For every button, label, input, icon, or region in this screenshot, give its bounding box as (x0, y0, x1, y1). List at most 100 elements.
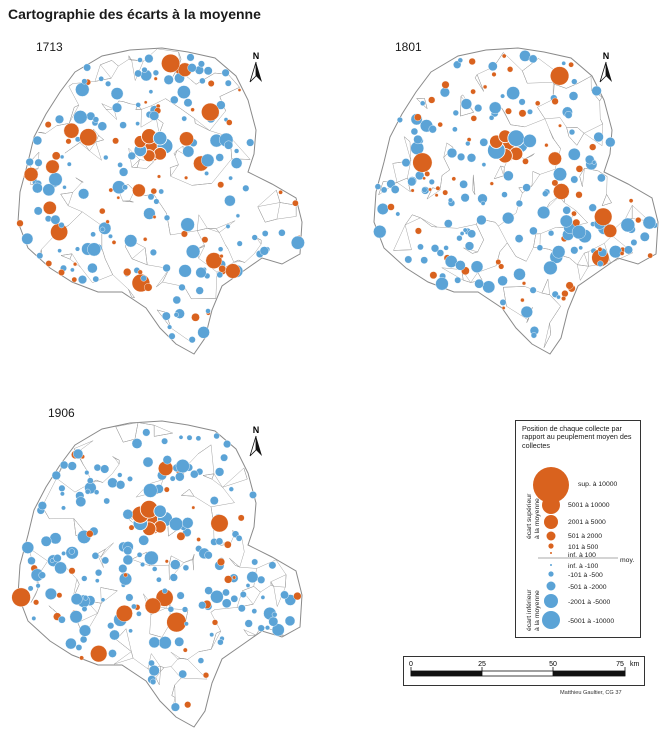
commune-boundary (131, 651, 134, 659)
commune-boundary (32, 151, 40, 160)
commune-circle (142, 456, 154, 468)
commune-circle (190, 107, 195, 112)
commune-circle (87, 242, 102, 257)
commune-circle (141, 66, 148, 73)
commune-circle (148, 89, 154, 95)
commune-circle (470, 115, 478, 122)
commune-circle (235, 535, 243, 542)
commune-boundary (378, 181, 384, 196)
commune-circle (57, 248, 62, 253)
commune-boundary (73, 518, 77, 536)
commune-circle (495, 259, 502, 265)
commune-boundary (198, 214, 208, 229)
scale-bar-graphic: 0 25 50 75 km (409, 661, 640, 677)
commune-boundary (174, 150, 178, 156)
commune-boundary (105, 542, 114, 550)
choropleth-map-1713 (16, 47, 305, 355)
commune-circle (118, 564, 128, 574)
commune-circle (153, 147, 167, 161)
commune-circle (179, 131, 194, 147)
commune-circle (500, 93, 506, 99)
commune-circle (150, 187, 158, 195)
commune-circle (591, 85, 602, 97)
commune-boundary (211, 473, 215, 480)
commune-circle (290, 235, 305, 250)
commune-boundary (128, 289, 135, 298)
commune-boundary (191, 183, 212, 186)
commune-boundary (273, 586, 286, 588)
legend-class-label: -501 à -2000 (568, 584, 607, 591)
commune-circle (107, 622, 115, 630)
commune-boundary (228, 249, 235, 263)
commune-circle (53, 554, 62, 563)
commune-circle (571, 225, 587, 240)
commune-boundary (112, 456, 120, 461)
commune-circle (529, 226, 538, 236)
commune-boundary (564, 202, 576, 211)
commune-boundary (233, 261, 242, 263)
commune-boundary (202, 473, 215, 476)
commune-circle (123, 572, 128, 578)
commune-boundary (197, 228, 208, 231)
commune-boundary (420, 217, 432, 227)
commune-circle (513, 268, 526, 281)
commune-circle (54, 561, 67, 575)
commune-boundary (392, 163, 398, 183)
commune-boundary (69, 105, 79, 124)
commune-circle (73, 110, 88, 125)
commune-boundary (549, 306, 561, 324)
commune-circle (152, 130, 168, 146)
commune-circle (488, 61, 498, 72)
commune-boundary (215, 272, 218, 299)
commune-boundary (584, 251, 589, 254)
commune-boundary (235, 565, 240, 568)
commune-circle (428, 96, 436, 104)
commune-circle (105, 219, 110, 224)
commune-boundary (498, 225, 508, 244)
commune-circle (45, 159, 60, 174)
commune-boundary (606, 194, 612, 203)
commune-circle (87, 477, 94, 484)
commune-circle (237, 604, 246, 613)
commune-circle (561, 290, 569, 298)
commune-boundary (577, 127, 585, 134)
commune-circle (459, 179, 468, 189)
scale-tick-label: 0 (409, 661, 413, 668)
scale-tick-label: 25 (478, 661, 486, 668)
commune-boundary (276, 190, 281, 203)
commune-circle (161, 587, 168, 594)
commune-boundary (209, 110, 226, 131)
commune-circle (167, 606, 175, 613)
commune-circle (464, 241, 475, 251)
commune-circle (474, 104, 483, 113)
commune-boundary (115, 422, 139, 427)
commune-circle (497, 275, 508, 287)
commune-boundary (598, 170, 608, 177)
commune-circle (137, 57, 143, 63)
commune-boundary (56, 478, 76, 493)
commune-boundary (194, 118, 196, 124)
commune-boundary (160, 667, 165, 672)
commune-circle (462, 227, 468, 233)
commune-circle (127, 151, 136, 161)
commune-boundary (602, 202, 612, 206)
commune-boundary (233, 259, 239, 263)
commune-circle (34, 158, 43, 167)
commune-boundary (105, 259, 113, 275)
commune-circle (429, 271, 438, 280)
commune-circle (117, 472, 123, 478)
commune-circle (153, 504, 167, 518)
commune-boundary (606, 176, 608, 195)
commune-boundary (95, 139, 104, 143)
commune-boundary (216, 630, 221, 634)
commune-circle (528, 54, 538, 64)
commune-circle (202, 672, 210, 679)
commune-circle (589, 143, 597, 151)
commune-boundary (98, 481, 103, 483)
commune-circle (68, 548, 75, 555)
commune-boundary (113, 651, 132, 665)
commune-circle (95, 578, 100, 583)
commune-boundary (198, 649, 212, 652)
commune-circle (138, 535, 149, 546)
commune-boundary (503, 52, 523, 72)
